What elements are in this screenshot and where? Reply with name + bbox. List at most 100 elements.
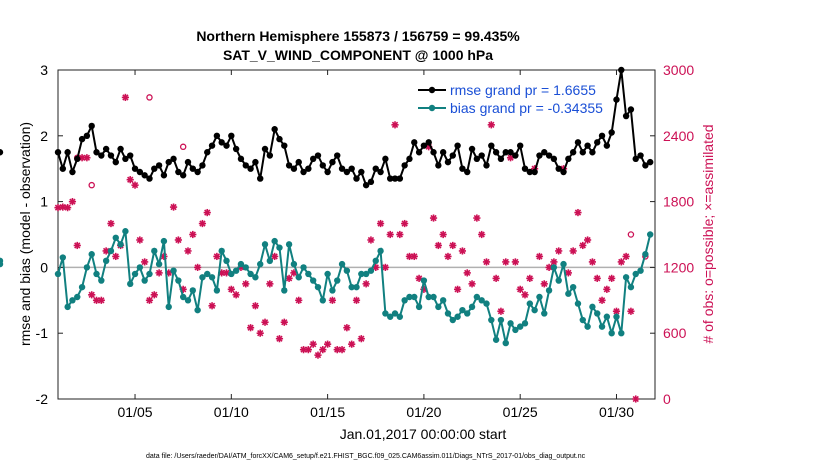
bias-point [232,267,240,274]
asterisk-stroke [343,324,351,331]
chart-title-line1: Northern Hemisphere 155873 / 156759 = 99… [196,28,520,44]
rmse-point [569,149,577,156]
asterisk-stroke [98,297,105,304]
rmse-point [78,135,86,143]
asterisk-stroke [252,302,259,309]
asterisk-stroke [367,236,375,244]
rmse-point [305,165,312,172]
obs-assimilated-point [324,340,332,348]
asterisk-stroke [334,346,341,353]
rmse-point [242,162,249,169]
asterisk-stroke [632,395,639,403]
rmse-point [526,168,534,176]
obs-assimilated-point [251,302,259,310]
obs-assimilated-point [357,335,365,343]
rmse-point [271,126,278,133]
rmse-point [237,155,245,163]
obs-assimilated-point [328,296,337,304]
obs-assimilated-point [145,296,154,304]
obs-assimilated-point [295,296,303,304]
bias-point [261,241,269,248]
series-points-layer [0,66,654,347]
bias-point [151,247,158,255]
asterisk-stroke [579,242,586,249]
rmse-point [59,165,67,172]
obs-assimilated-point [603,285,611,293]
rmse-point [107,152,115,159]
rmse-point [377,168,384,176]
rmse-point [497,155,505,163]
rmse-point [88,122,95,130]
bias-point [127,280,134,288]
rmse-point [594,139,601,146]
rmse-point [425,139,432,146]
rmse-point [555,165,562,172]
bias-point [78,283,86,291]
bias-point [464,310,471,317]
rmse-point [536,152,543,159]
bias-point [223,257,230,265]
asterisk-stroke [517,286,524,293]
x-tick-label: 01/10 [214,404,249,420]
x-tick-label: 01/30 [599,404,634,420]
obs-assimilated-point [569,247,577,255]
obs-assimilated-point [343,324,351,332]
asterisk-stroke [141,258,148,266]
asterisk-stroke [69,198,76,205]
rmse-point [324,168,331,176]
rmse-point [435,162,442,169]
bias-point [507,320,514,327]
asterisk-stroke [184,247,192,255]
obs-assimilated-point [155,269,163,277]
rmse-point [358,168,365,176]
obs-assimilated-point [59,203,67,211]
bias-point [64,303,71,311]
bias-point [276,244,283,251]
bias-point [569,283,577,291]
rmse-point [642,162,649,169]
bias-point [541,310,548,317]
bias-point [516,323,524,330]
asterisk-stroke [589,258,596,266]
bias-point [281,287,288,294]
obs-assimilated-point [261,318,269,326]
rmse-point [565,155,572,163]
obs-assimilated-point [198,219,207,228]
rmse-point [223,142,230,149]
rmse-point [468,145,476,153]
obs-assimilated-point [574,208,582,217]
obs-assimilated-point [88,291,96,299]
bias-point [141,277,148,284]
obs-assimilated-point [150,291,158,299]
y2-tick-label: 3000 [663,62,694,78]
legend-bias-label: bias grand pr = -0.34355 [450,100,603,116]
asterisk-stroke [473,214,481,222]
obs-assimilated-point [583,236,592,244]
asterisk-stroke [603,286,611,293]
asterisk-stroke [449,242,456,249]
rmse-point [507,149,514,156]
rmse-point [541,149,548,156]
obs-assimilated-point [280,318,288,326]
bias-point [497,316,505,324]
asterisk-stroke [136,236,144,244]
asterisk-stroke [305,346,312,353]
asterisk-stroke [492,275,500,282]
asterisk-stroke [155,269,163,277]
obs-assimilated-point [434,241,442,250]
asterisk-stroke [550,258,558,266]
rmse-point [574,139,582,146]
obs-assimilated-point [107,219,115,228]
bias-point [483,300,490,307]
obs-assimilated-point [271,252,279,261]
rmse-point [127,152,134,159]
rmse-point [343,168,351,176]
x-tick-label: 01/25 [503,404,538,420]
bias-point [439,297,447,304]
asterisk-stroke [170,203,177,211]
bias-point [131,270,139,278]
bias-point [324,270,331,278]
bias-point [353,283,360,291]
obs-assimilated-point [632,395,640,403]
obs-assimilated-point [131,181,139,189]
